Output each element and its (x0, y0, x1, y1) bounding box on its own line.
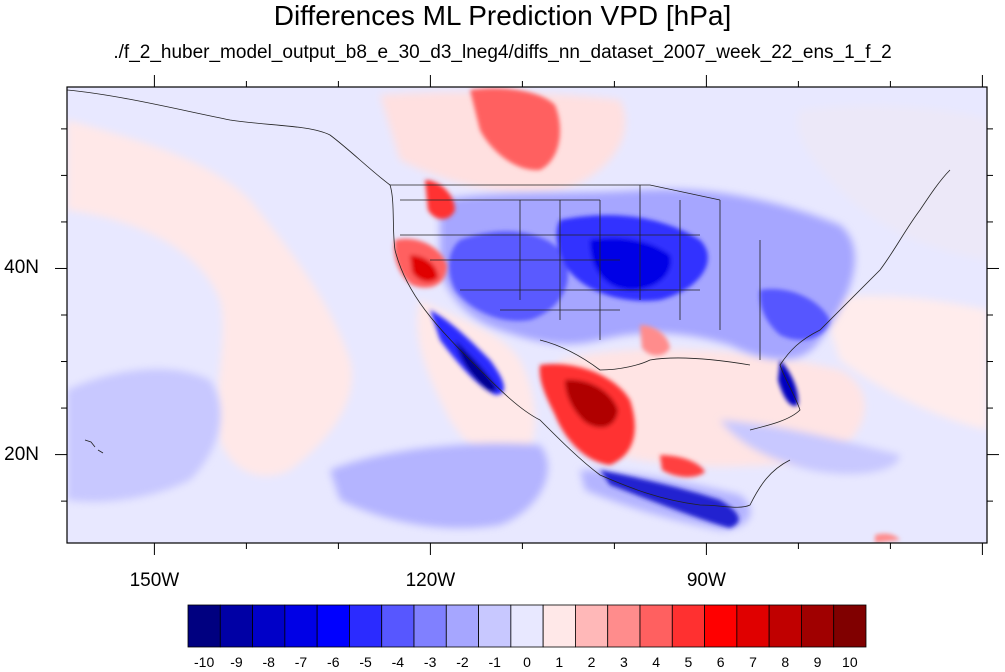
field-contours-blue-strong (430, 215, 830, 528)
map-subtitle: ./f_2_huber_model_output_b8_e_30_d3_lneg… (113, 42, 892, 63)
lat-label: 40N (4, 257, 39, 279)
lon-label: 120W (405, 570, 456, 591)
colorbar-label: -6 (327, 654, 340, 670)
colorbar-swatch (768, 604, 802, 648)
colorbar-swatch (316, 604, 350, 648)
colorbar-swatch (478, 604, 512, 648)
lon-label: 150W (129, 570, 180, 591)
colorbar (187, 604, 867, 648)
colorbar-label: 10 (842, 654, 858, 670)
colorbar-label: 8 (781, 654, 790, 670)
colorbar-swatch (542, 604, 576, 648)
colorbar-swatch (575, 604, 609, 648)
colorbar-label: -2 (456, 654, 469, 670)
colorbar-swatch (801, 604, 835, 648)
coastlines (67, 89, 951, 508)
colorbar-label: -5 (359, 654, 372, 670)
colorbar-label: -10 (194, 654, 215, 670)
colorbar-label: -3 (423, 654, 437, 670)
field-contours-red (394, 88, 900, 543)
colorbar-swatch (413, 604, 447, 648)
colorbar-label: -4 (391, 654, 405, 670)
map-title: Differences ML Prediction VPD [hPa] (273, 0, 732, 31)
colorbar-label: 4 (652, 654, 661, 670)
colorbar-swatch (607, 604, 641, 648)
colorbar-swatch (736, 604, 770, 648)
colorbar-label: -1 (488, 654, 501, 670)
lat-label: 20N (4, 443, 39, 465)
colorbar-swatch (704, 604, 738, 648)
colorbar-swatch (381, 604, 415, 648)
lon-label: 90W (686, 570, 726, 591)
colorbar-label: 9 (813, 654, 822, 670)
colorbar-swatch (833, 604, 867, 648)
colorbar-swatch (639, 604, 673, 648)
colorbar-swatch (445, 604, 479, 648)
colorbar-label: 3 (619, 654, 628, 670)
colorbar-swatch (219, 604, 253, 648)
colorbar-label: 6 (716, 654, 725, 670)
colorbar-label: 0 (523, 654, 531, 670)
axis-ticks (55, 75, 999, 555)
field-layer (67, 87, 987, 543)
colorbar-swatch (284, 604, 318, 648)
colorbar-swatch (671, 604, 705, 648)
colorbar-label: 7 (749, 654, 757, 670)
colorbar-swatch (349, 604, 383, 648)
colorbar-label: -7 (294, 654, 308, 670)
colorbar-label: 1 (555, 654, 564, 670)
colorbar-label: 2 (587, 654, 596, 670)
colorbar-swatch (510, 604, 544, 648)
colorbar-label: 5 (684, 654, 693, 670)
colorbar-swatch (187, 604, 221, 648)
colorbar-swatch (252, 604, 286, 648)
colorbar-label: -9 (230, 654, 243, 670)
colorbar-label: -8 (262, 654, 275, 670)
